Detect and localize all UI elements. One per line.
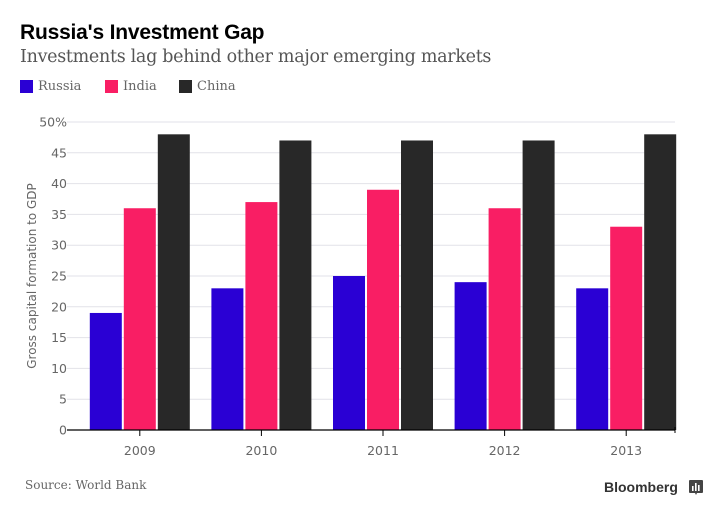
legend-label-india: India [123,79,157,94]
legend-swatch-india [105,80,118,93]
bars [89,134,677,431]
legend-item-india: India [105,79,157,94]
legend-swatch-china [179,80,192,93]
legend-label-china: China [197,79,236,94]
x-tick-label: 2012 [489,443,521,458]
brand-name: Bloomberg [604,479,678,495]
bar-india-2009 [123,208,156,430]
x-tick-label: 2013 [610,443,642,458]
y-axis-label: Gross capital formation to GDP [25,183,39,369]
y-tick-label: 5 [59,392,67,407]
y-tick-label: 30 [51,238,67,253]
y-tick-label: 35 [51,207,67,222]
bar-india-2010 [245,202,278,430]
bar-russia-2011 [333,276,365,430]
chart-title: Russia's Investment Gap [20,21,265,44]
chart-subtitle: Investments lag behind other major emerg… [20,47,492,67]
legend-label-russia: Russia [38,79,82,94]
bar-russia-2009 [89,312,122,430]
y-tick-label: 20 [51,299,67,314]
bar-chart-icon [688,479,703,495]
bar-india-2011 [367,189,399,430]
x-axis: 2009 2010 2011 2012 2013 [67,427,676,458]
bar-china-2010 [279,140,312,431]
y-tick-label: 0 [59,423,67,438]
y-tick-label: 10 [51,361,67,376]
bar-china-2012 [522,140,555,431]
y-tick-label: 15 [51,330,67,345]
y-tick-label: 50% [39,115,67,130]
y-tick-label: 25 [51,269,67,284]
x-tick-label: 2009 [124,443,156,458]
legend-swatch-russia [20,80,33,93]
bar-china-2011 [401,140,433,431]
y-axis-ticks: 0 5 10 15 20 25 30 35 40 45 50% [39,115,67,438]
bar-russia-2010 [211,288,244,430]
legend-item-china: China [179,79,236,94]
bar-russia-2012 [454,282,487,430]
legend-item-russia: Russia [20,79,81,94]
x-tick-label: 2011 [367,443,399,458]
bar-china-2013 [644,134,677,430]
y-tick-label: 40 [51,176,67,191]
source-note: Source: World Bank [25,478,147,492]
x-tick-label: 2010 [245,443,277,458]
y-tick-label: 45 [51,145,67,160]
bar-india-2012 [488,208,521,430]
bar-india-2013 [610,226,643,430]
bar-china-2009 [157,134,190,430]
bar-russia-2013 [576,288,609,430]
brand-logo: Bloomberg [604,479,703,495]
